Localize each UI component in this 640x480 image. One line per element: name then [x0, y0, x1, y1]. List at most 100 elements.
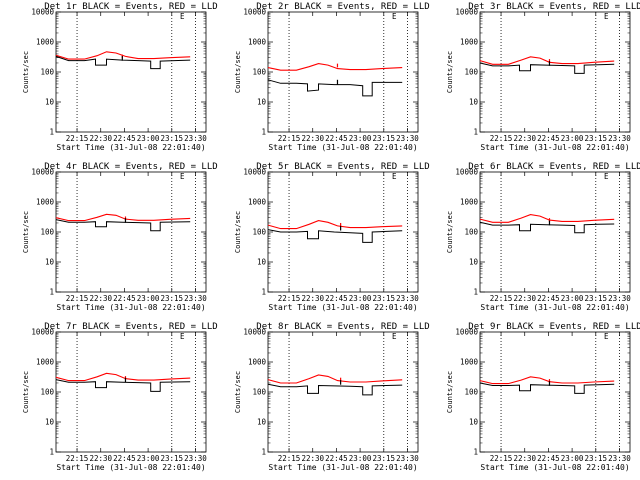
y-tick-label: 10000 — [455, 8, 478, 17]
lld-series-line — [55, 213, 191, 222]
panel-title: Det 5r BLACK = Events, RED = LLD — [256, 162, 429, 172]
x-tick-label: 22:15 — [66, 294, 89, 303]
y-tick-label: 10 — [45, 258, 55, 267]
x-tick-label: 22:30 — [89, 454, 112, 463]
lld-series-line — [55, 51, 191, 60]
y-tick-label: 10 — [257, 418, 267, 427]
y-tick-label: 1000 — [460, 38, 479, 47]
x-tick-label: 22:45 — [537, 294, 560, 303]
corner-letter: E — [604, 332, 609, 341]
panel-title: Det 2r BLACK = Events, RED = LLD — [256, 2, 429, 12]
x-axis-label: Start Time (31-Jul-08 22:01:40) — [56, 463, 205, 472]
x-tick-label: 22:15 — [490, 134, 513, 143]
x-tick-label: 22:15 — [278, 454, 301, 463]
panel-title: Det 1r BLACK = Events, RED = LLD — [44, 2, 217, 12]
events-series-line — [479, 382, 615, 394]
plot-frame — [267, 331, 419, 453]
y-tick-label: 1 — [261, 448, 266, 457]
y-tick-label: 1 — [473, 128, 478, 137]
y-tick-label: 100 — [40, 388, 54, 397]
corner-letter: E — [604, 12, 609, 21]
x-axis-label: Start Time (31-Jul-08 22:01:40) — [480, 143, 629, 152]
x-tick-label: 23:00 — [349, 134, 372, 143]
x-tick-label: 23:15 — [584, 134, 607, 143]
x-tick-label: 23:15 — [160, 294, 183, 303]
x-tick-label: 23:00 — [561, 454, 584, 463]
y-tick-label: 1000 — [460, 198, 479, 207]
y-axis-label: Counts/sec — [446, 371, 454, 413]
events-series-line — [267, 79, 403, 97]
x-tick-label: 22:45 — [113, 454, 136, 463]
y-tick-label: 10000 — [31, 328, 54, 337]
y-tick-label: 1000 — [36, 38, 55, 47]
x-tick-label: 23:15 — [160, 454, 183, 463]
y-tick-label: 10 — [45, 98, 55, 107]
x-tick-label: 22:15 — [66, 134, 89, 143]
x-tick-label: 23:00 — [561, 294, 584, 303]
x-tick-label: 22:15 — [278, 134, 301, 143]
x-axis-label: Start Time (31-Jul-08 22:01:40) — [268, 303, 417, 312]
y-tick-label: 1000 — [36, 358, 55, 367]
y-tick-label: 100 — [40, 68, 54, 77]
events-series-line — [55, 219, 191, 232]
y-axis-label: Counts/sec — [234, 211, 242, 253]
panel-det-8: Det 8r BLACK = Events, RED = LLD 1 10 100 10… — [234, 322, 430, 472]
x-tick-label: 23:00 — [137, 454, 160, 463]
x-tick-label: 22:15 — [278, 294, 301, 303]
y-tick-label: 100 — [252, 228, 266, 237]
plot-frame — [479, 171, 631, 293]
x-tick-label: 23:15 — [160, 134, 183, 143]
panel-det-9: Det 9r BLACK = Events, RED = LLD 1 10 100 10… — [446, 322, 640, 472]
panel-title: Det 4r BLACK = Events, RED = LLD — [44, 162, 217, 172]
y-tick-label: 1 — [49, 128, 54, 137]
y-tick-label: 100 — [464, 228, 478, 237]
x-tick-label: 22:45 — [113, 134, 136, 143]
y-tick-label: 1000 — [248, 358, 267, 367]
lld-series-line — [267, 374, 403, 384]
y-axis-label: Counts/sec — [22, 371, 30, 413]
y-tick-label: 10000 — [243, 328, 266, 337]
x-tick-label: 23:30 — [608, 454, 631, 463]
plot-frame — [55, 171, 207, 293]
corner-letter: E — [180, 332, 185, 341]
x-tick-label: 22:15 — [490, 294, 513, 303]
x-tick-label: 22:45 — [113, 294, 136, 303]
x-tick-label: 22:30 — [89, 134, 112, 143]
x-tick-label: 23:30 — [608, 134, 631, 143]
y-axis-label: Counts/sec — [446, 211, 454, 253]
y-tick-label: 10 — [257, 258, 267, 267]
panel-title: Det 8r BLACK = Events, RED = LLD — [256, 322, 429, 332]
y-tick-label: 10000 — [243, 168, 266, 177]
y-axis-label: Counts/sec — [234, 51, 242, 93]
x-tick-label: 23:00 — [561, 134, 584, 143]
x-tick-label: 22:30 — [513, 454, 536, 463]
plot-frame — [479, 11, 631, 133]
x-tick-label: 23:30 — [184, 294, 207, 303]
x-axis-label: Start Time (31-Jul-08 22:01:40) — [480, 463, 629, 472]
x-tick-label: 22:30 — [301, 134, 324, 143]
x-tick-label: 23:15 — [584, 454, 607, 463]
x-tick-label: 23:30 — [184, 134, 207, 143]
corner-letter: E — [392, 12, 397, 21]
y-tick-label: 1 — [473, 448, 478, 457]
y-tick-label: 1 — [49, 448, 54, 457]
x-tick-label: 22:15 — [66, 454, 89, 463]
x-tick-label: 23:30 — [396, 134, 419, 143]
panel-det-1: Det 1r BLACK = Events, RED = LLD 1 10 100 10… — [22, 2, 218, 152]
x-tick-label: 23:30 — [184, 454, 207, 463]
panel-title: Det 6r BLACK = Events, RED = LLD — [468, 162, 640, 172]
y-tick-label: 100 — [252, 68, 266, 77]
events-series-line — [479, 221, 615, 234]
panel-det-4: Det 4r BLACK = Events, RED = LLD 1 10 100 10… — [22, 162, 218, 312]
y-tick-label: 10 — [469, 258, 479, 267]
events-series-line — [267, 383, 403, 396]
y-tick-label: 10 — [469, 98, 479, 107]
plot-frame — [55, 331, 207, 453]
x-tick-label: 23:00 — [349, 454, 372, 463]
x-tick-label: 22:45 — [537, 454, 560, 463]
x-tick-label: 22:15 — [490, 454, 513, 463]
panel-title: Det 7r BLACK = Events, RED = LLD — [44, 322, 217, 332]
x-tick-label: 22:30 — [301, 454, 324, 463]
y-tick-label: 10 — [469, 418, 479, 427]
